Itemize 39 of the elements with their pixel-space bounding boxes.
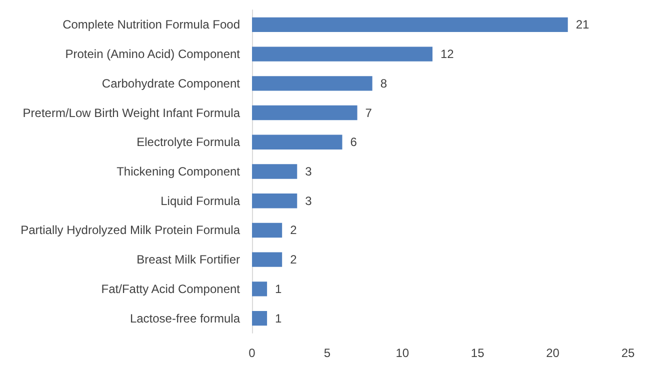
y-tick-label: Partially Hydrolyzed Milk Protein Formula bbox=[20, 223, 240, 238]
x-tick-label: 15 bbox=[470, 346, 485, 360]
bar bbox=[252, 194, 298, 208]
y-tick-label: Breast Milk Fortifier bbox=[136, 252, 240, 267]
data-label: 3 bbox=[305, 164, 312, 178]
y-tick-label: Fat/Fatty Acid Component bbox=[101, 282, 241, 296]
data-label: 6 bbox=[350, 135, 358, 150]
x-tick-label: 10 bbox=[396, 346, 410, 360]
x-tick-label: 20 bbox=[546, 346, 560, 360]
bar bbox=[252, 282, 268, 296]
bar bbox=[252, 105, 358, 120]
x-tick-label: 0 bbox=[248, 346, 256, 360]
bar bbox=[252, 76, 372, 91]
y-tick-label: Electrolyte Formula bbox=[136, 135, 240, 150]
bar bbox=[252, 164, 298, 179]
y-tick-label: Complete Nutrition Formula Food bbox=[62, 18, 240, 32]
y-tick-label: Carbohydrate Component bbox=[102, 76, 241, 90]
bar bbox=[252, 134, 342, 150]
data-label: 1 bbox=[275, 282, 282, 296]
bar bbox=[252, 17, 568, 32]
data-label: 2 bbox=[290, 223, 298, 238]
y-tick-label: Thickening Component bbox=[116, 164, 241, 178]
data-label: 2 bbox=[290, 252, 298, 267]
data-label: 7 bbox=[365, 106, 372, 120]
data-label: 21 bbox=[576, 18, 590, 32]
bar bbox=[252, 252, 282, 267]
y-tick-label: Preterm/Low Birth Weight Infant Formula bbox=[22, 106, 240, 120]
data-label: 12 bbox=[440, 47, 454, 62]
data-label: 8 bbox=[380, 76, 388, 90]
x-tick-label: 5 bbox=[324, 346, 331, 360]
bar bbox=[252, 310, 268, 326]
x-tick-label: 25 bbox=[621, 346, 635, 360]
y-tick-label: Liquid Formula bbox=[160, 194, 240, 208]
data-label: 3 bbox=[305, 194, 312, 208]
bar bbox=[252, 222, 282, 238]
data-label: 1 bbox=[275, 311, 282, 326]
bar bbox=[252, 46, 432, 62]
y-tick-label: Lactose-free formula bbox=[130, 311, 240, 326]
y-tick-label: Protein (Amino Acid) Component bbox=[65, 47, 241, 62]
